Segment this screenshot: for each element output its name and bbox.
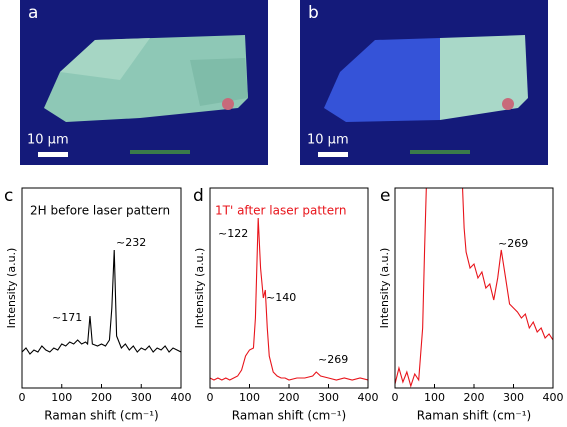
peak-label: ~171 xyxy=(52,311,82,324)
x-axis-label: Raman shift (cm⁻¹) xyxy=(232,409,346,423)
x-tick-label: 200 xyxy=(279,391,300,404)
x-tick-label: 200 xyxy=(91,391,112,404)
x-axis-label: Raman shift (cm⁻¹) xyxy=(44,409,158,423)
x-tick-label: 100 xyxy=(424,391,445,404)
peak-label: ~269 xyxy=(498,237,528,250)
scale-bar-label: 10 μm xyxy=(307,133,349,148)
y-axis-label: Intensity (a.u.) xyxy=(378,248,391,329)
panel-label: d xyxy=(193,186,204,206)
x-tick-label: 200 xyxy=(464,391,485,404)
x-axis-label: Raman shift (cm⁻¹) xyxy=(417,409,531,423)
spectrum-line xyxy=(22,249,181,355)
x-tick-label: 400 xyxy=(543,391,564,404)
x-tick-label: 0 xyxy=(207,391,214,404)
x-tick-label: 100 xyxy=(51,391,72,404)
peak-label: ~140 xyxy=(266,291,296,304)
y-axis-label: Intensity (a.u.) xyxy=(193,248,206,329)
panel-label: e xyxy=(380,186,390,206)
x-tick-label: 0 xyxy=(392,391,399,404)
peak-label: ~269 xyxy=(318,353,348,366)
spectrum-line xyxy=(210,217,368,381)
x-tick-label: 0 xyxy=(19,391,26,404)
x-tick-label: 300 xyxy=(131,391,152,404)
panel-label: b xyxy=(308,3,319,23)
x-tick-label: 400 xyxy=(171,391,192,404)
chart-title: 1T' after laser pattern xyxy=(215,204,346,218)
chart-title: 2H before laser pattern xyxy=(30,204,170,218)
x-tick-label: 300 xyxy=(318,391,339,404)
plot-frame xyxy=(21,187,182,389)
x-tick-label: 300 xyxy=(503,391,524,404)
x-tick-label: 100 xyxy=(239,391,260,404)
plot-frame xyxy=(394,187,554,389)
spectrum-line xyxy=(395,188,553,388)
x-tick-label: 400 xyxy=(358,391,379,404)
panel-label: c xyxy=(4,186,13,206)
scale-bar-label: 10 μm xyxy=(27,133,69,148)
peak-label: ~122 xyxy=(218,227,248,240)
y-axis-label: Intensity (a.u.) xyxy=(5,248,18,329)
micrograph-a: a 10 μm xyxy=(20,0,268,165)
peak-label: ~232 xyxy=(116,236,146,249)
panel-label: a xyxy=(28,3,38,23)
micrograph-b: b 10 μm xyxy=(300,0,548,165)
